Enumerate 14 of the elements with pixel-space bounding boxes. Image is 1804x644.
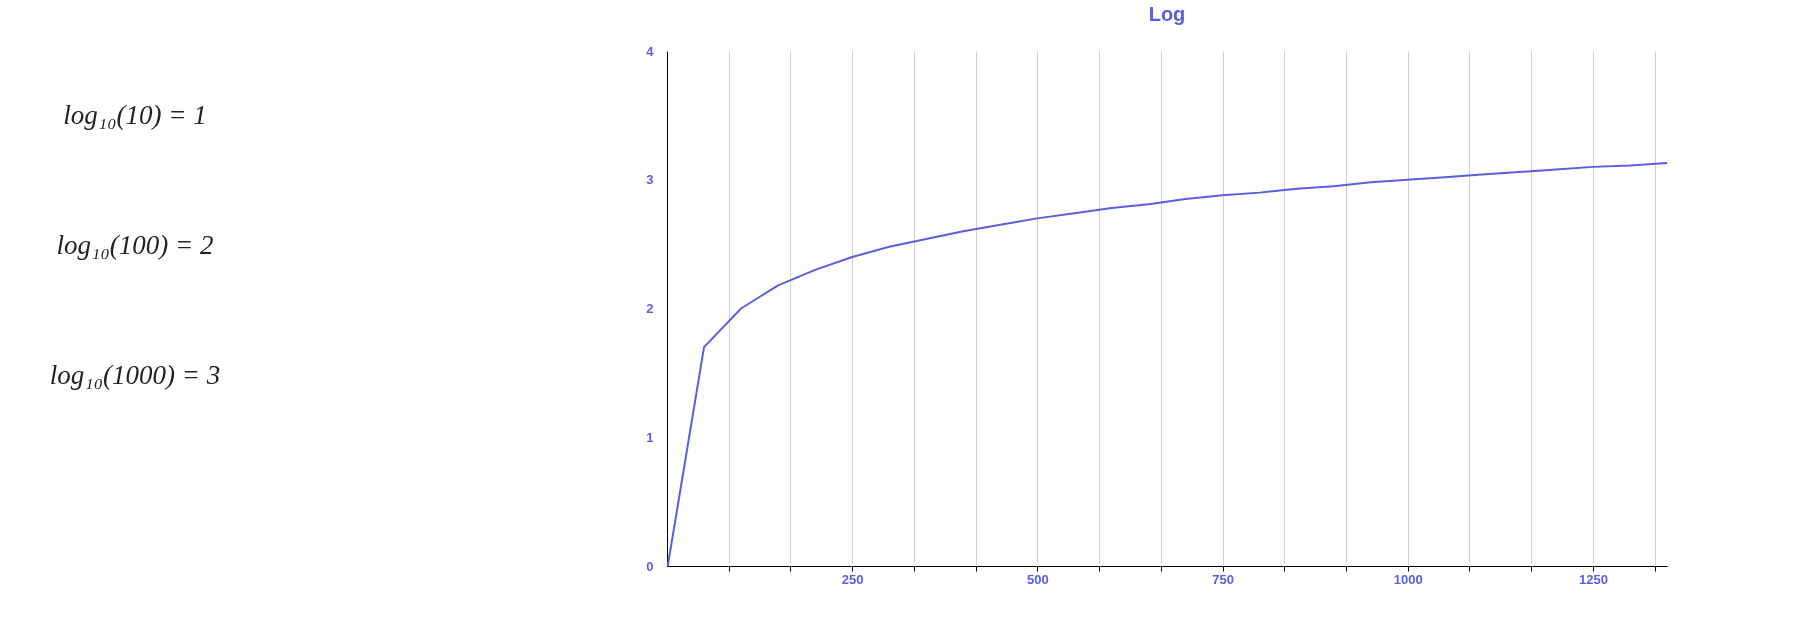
text: log₁₀(100) = 2 xyxy=(56,230,214,260)
x-tick-label: 1250 xyxy=(1578,571,1608,587)
text: log₁₀(10) = 1 xyxy=(63,100,207,130)
x-tick-label: 750 xyxy=(1212,571,1234,587)
y-tick-label: 0 xyxy=(646,558,654,574)
x-tick-label: 500 xyxy=(1027,571,1049,587)
y-tick-label: 3 xyxy=(646,172,654,188)
y-tick-label: 1 xyxy=(646,429,654,445)
text: log₁₀(1000) = 3 xyxy=(49,360,221,390)
y-tick-label: 2 xyxy=(646,301,654,316)
chart-title: Log xyxy=(1148,3,1186,25)
x-tick-label: 250 xyxy=(841,571,864,587)
x-tick-label: 1000 xyxy=(1393,571,1423,587)
y-tick-label: 4 xyxy=(646,43,655,59)
